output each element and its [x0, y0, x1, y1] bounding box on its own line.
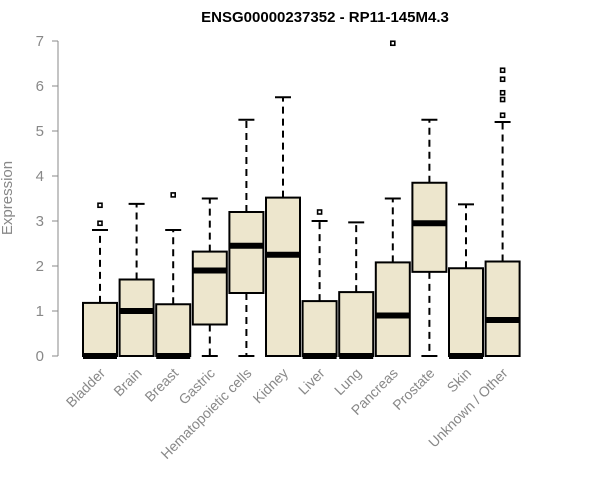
- box-group: [374, 40, 411, 357]
- box-group: [448, 203, 484, 359]
- outlier-point: [97, 202, 103, 209]
- y-tick-label: 6: [36, 78, 44, 95]
- outlier-point: [499, 112, 506, 119]
- y-axis-label: Expression: [0, 161, 16, 235]
- box-group: [301, 209, 338, 359]
- box: [338, 291, 375, 358]
- outlier-point: [499, 67, 506, 74]
- x-tick-label: Liver: [295, 365, 328, 398]
- outlier-point: [499, 76, 506, 83]
- box: [82, 301, 118, 357]
- box: [118, 278, 155, 357]
- x-tick-label: Skin: [444, 365, 475, 396]
- box-group: [338, 221, 375, 359]
- y-tick-label: 4: [36, 168, 44, 185]
- outlier-point: [499, 96, 506, 103]
- box: [228, 211, 265, 294]
- outlier-point: [316, 209, 323, 215]
- boxes-layer: [82, 40, 521, 359]
- outlier-point: [389, 40, 396, 47]
- outlier-point: [97, 220, 103, 227]
- y-tick-label: 5: [36, 123, 44, 140]
- box-group: [191, 197, 228, 357]
- y-tick-label: 2: [36, 258, 44, 275]
- box: [484, 260, 521, 357]
- y-axis: 0 1 2 3 4 5 6 7: [36, 33, 59, 365]
- box: [191, 250, 228, 326]
- y-tick-label: 7: [36, 33, 44, 50]
- box: [448, 267, 484, 357]
- x-tick-label: Breast: [141, 365, 181, 405]
- box: [155, 303, 192, 357]
- box-group: [82, 202, 118, 359]
- x-tick-label: Bladder: [63, 365, 109, 411]
- x-tick-label: Brain: [110, 365, 144, 399]
- x-tick-label: Lung: [331, 365, 364, 398]
- outlier-point: [170, 192, 176, 198]
- box: [301, 300, 338, 358]
- box: [411, 181, 448, 273]
- box-group: [411, 118, 448, 357]
- box-group: [484, 67, 521, 357]
- y-tick-label: 3: [36, 213, 44, 230]
- chart-title: ENSG00000237352 - RP11-145M4.3: [201, 9, 449, 26]
- box-group: [228, 118, 265, 357]
- y-tick-label: 0: [36, 348, 44, 365]
- outlier-point: [499, 89, 506, 96]
- box: [265, 196, 301, 357]
- y-tick-label: 1: [36, 303, 44, 320]
- box-group: [118, 202, 155, 357]
- box-group: [265, 96, 301, 357]
- box: [374, 261, 411, 357]
- box-group: [155, 192, 192, 359]
- x-tick-label: Kidney: [250, 365, 292, 407]
